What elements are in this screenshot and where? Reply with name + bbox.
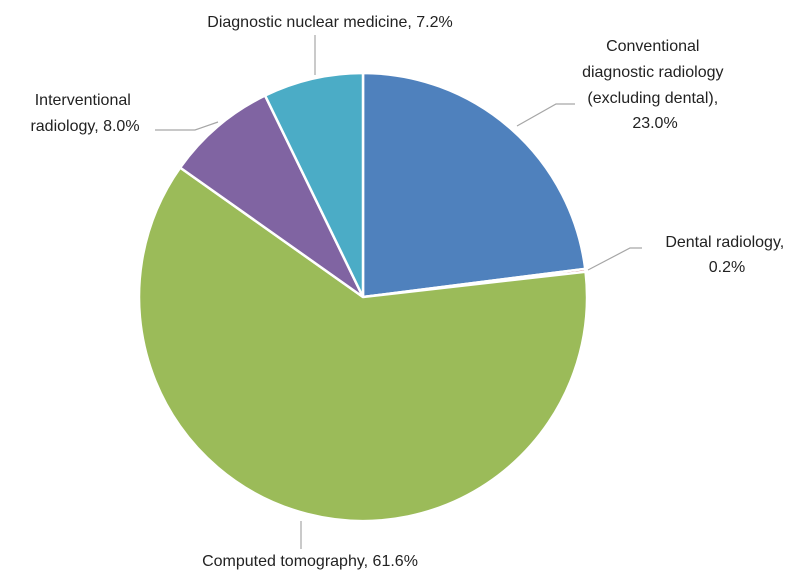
leader-line: [587, 247, 642, 271]
category-line: radiology: [30, 118, 95, 135]
slice-label: Computed tomography, 61.6%: [202, 553, 418, 570]
category-line: Computed tomography: [202, 553, 365, 570]
category-label: Interventional radiology: [30, 92, 135, 135]
slice-label: Dental radiology, 0.2%: [665, 234, 788, 276]
value-label: 23.0%: [632, 115, 677, 132]
category-label: Computed tomography: [202, 553, 365, 570]
label-separator: ,: [714, 90, 723, 107]
category-line: diagnostic radiology: [582, 64, 728, 81]
category-line: Interventional: [35, 92, 136, 109]
pie-slice: [263, 71, 365, 298]
category-line: (excluding dental): [587, 90, 713, 107]
value-label: 61.6%: [373, 553, 418, 570]
value-label: 8.0%: [103, 118, 139, 135]
pie-slice: [361, 71, 587, 299]
category-line: Diagnostic nuclear medicine: [207, 14, 407, 31]
leader-line: [155, 121, 219, 131]
label-separator: ,: [780, 234, 789, 251]
value-label: 7.2%: [416, 14, 452, 31]
slice-label: Interventional radiology, 8.0%: [30, 92, 139, 135]
slice-label: Diagnostic nuclear medicine, 7.2%: [207, 14, 452, 31]
leader-line: [516, 103, 575, 127]
pie-slice: [178, 93, 365, 299]
pie-slice: [137, 165, 589, 523]
value-label: 0.2%: [709, 259, 745, 276]
category-label: Diagnostic nuclear medicine: [207, 14, 407, 31]
category-label: Dental radiology: [665, 234, 781, 251]
category-label: Conventional diagnostic radiology (exclu…: [582, 38, 728, 107]
category-line: Conventional: [606, 38, 704, 55]
slice-label: Conventional diagnostic radiology (exclu…: [582, 38, 728, 132]
label-separator: ,: [94, 118, 103, 135]
category-line: Dental radiology: [665, 234, 781, 251]
label-separator: ,: [407, 14, 416, 31]
label-separator: ,: [364, 553, 373, 570]
